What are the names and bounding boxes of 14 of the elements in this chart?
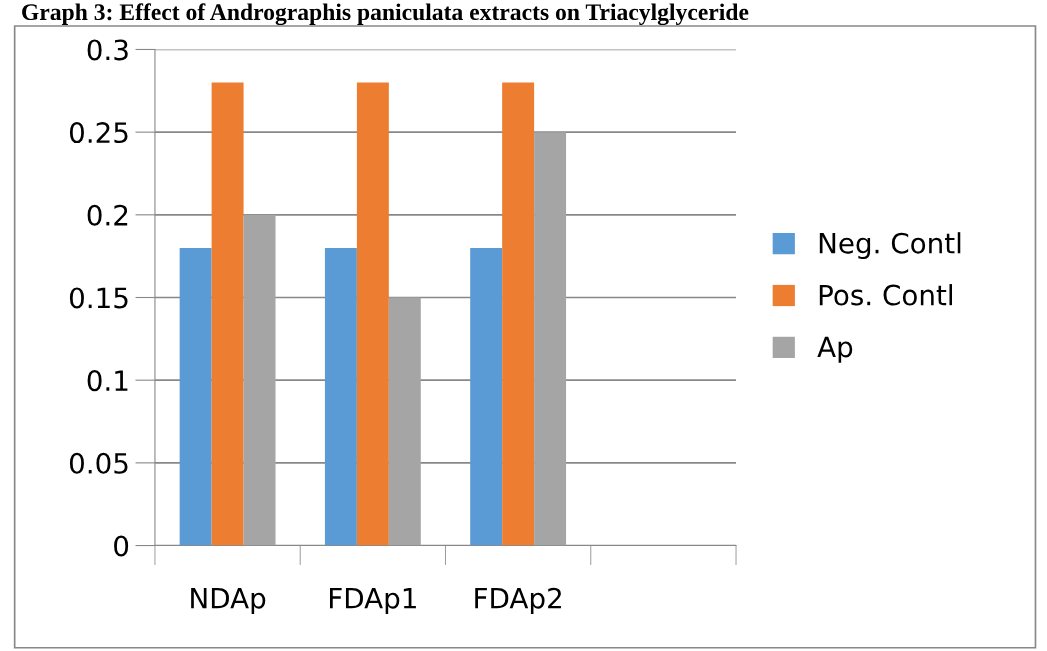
chart-title: Graph 3: Effect of Andrographis paniculata extracts on Triacylglyceride <box>22 3 749 26</box>
y-tick-label: 0.2 <box>87 204 128 226</box>
y-tick-label: 0 <box>114 535 129 557</box>
y-tick-label: 0.3 <box>87 39 128 61</box>
x-tick-label: FDAp1 <box>329 588 416 615</box>
y-tick-label: 0.15 <box>69 287 128 309</box>
legend-label: Neg. Contl <box>819 232 961 260</box>
y-tick-label: 0.05 <box>69 452 128 474</box>
y-tick-label: 0.25 <box>69 122 128 144</box>
legend-label: Ap <box>817 336 853 363</box>
x-tick-label: NDAp <box>191 588 266 615</box>
x-tick-label: FDAp2 <box>475 587 561 615</box>
legend-label: Pos. Contl <box>819 284 952 306</box>
y-tick-label: 0.1 <box>87 370 128 392</box>
